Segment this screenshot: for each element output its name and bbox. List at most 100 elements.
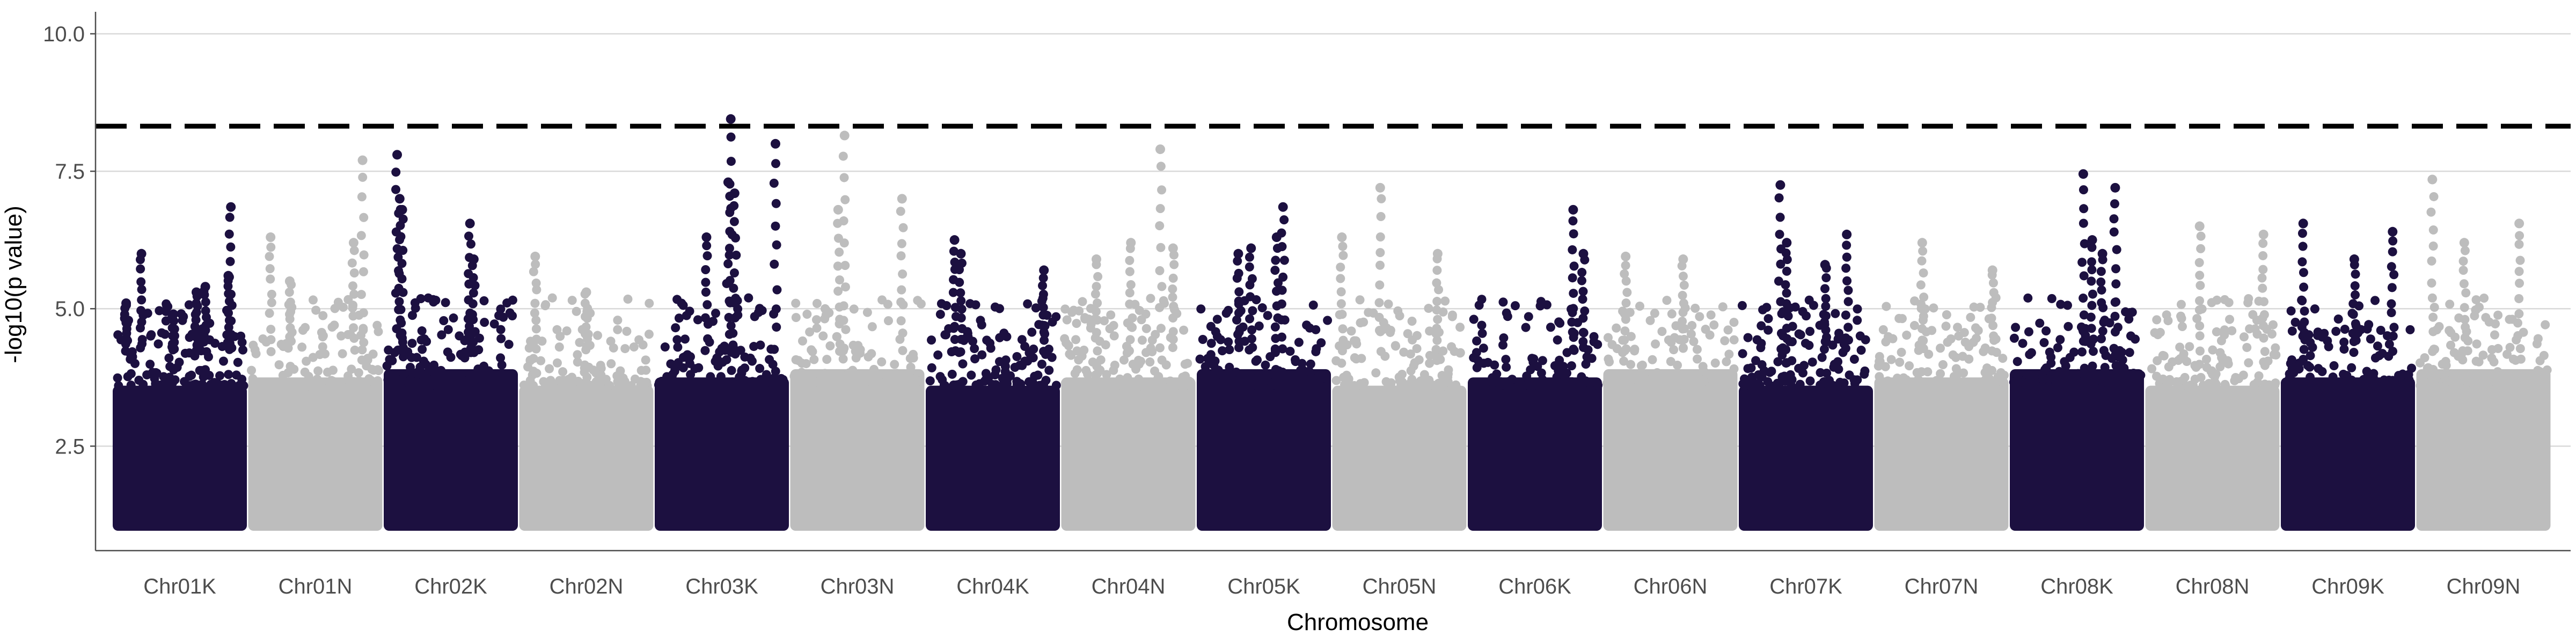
data-point: [1072, 319, 1081, 328]
data-point: [1657, 327, 1667, 336]
data-point: [1988, 278, 1998, 288]
data-point: [629, 342, 639, 352]
data-point: [137, 284, 147, 294]
data-point: [164, 378, 174, 387]
data-point: [1876, 379, 1886, 389]
data-point: [359, 250, 369, 260]
data-point: [1146, 294, 1155, 303]
data-point: [1136, 381, 1145, 391]
data-point: [2297, 296, 2307, 305]
data-point: [1125, 299, 1135, 309]
data-point: [1336, 262, 1345, 272]
data-point: [1238, 379, 1247, 389]
data-point: [1151, 330, 1160, 339]
data-point: [2097, 298, 2106, 308]
data-point: [1553, 335, 1562, 345]
data-point: [1355, 295, 1365, 305]
data-point: [671, 380, 680, 390]
data-point: [755, 364, 765, 374]
data-point: [1002, 332, 1012, 341]
data-point: [927, 363, 936, 372]
data-point: [2259, 321, 2268, 331]
data-point: [1091, 289, 1100, 299]
data-point: [410, 298, 420, 308]
data-point: [717, 343, 727, 353]
data-point: [428, 295, 438, 304]
data-point: [897, 239, 906, 248]
data-point: [1472, 363, 1482, 372]
x-tick-label-Chr04N: Chr04N: [1092, 575, 1166, 598]
data-point: [267, 298, 276, 308]
data-point: [1374, 298, 1384, 308]
data-point: [1128, 323, 1137, 332]
data-point: [1126, 280, 1136, 289]
data-point: [2299, 282, 2309, 292]
peak-point-Chr08K: [2087, 235, 2097, 245]
data-point: [952, 380, 962, 390]
data-point: [397, 259, 407, 268]
data-point: [2248, 310, 2258, 319]
data-point: [1923, 367, 1933, 377]
data-point: [700, 346, 710, 355]
data-point: [1782, 299, 1791, 309]
data-point: [1040, 320, 1049, 330]
data-point: [2079, 218, 2088, 228]
data-point: [1444, 365, 1453, 375]
data-point: [1918, 324, 1927, 334]
data-point: [1093, 298, 1102, 308]
data-point: [1125, 288, 1135, 298]
data-point: [209, 378, 219, 387]
x-tick-label-Chr08K: Chr08K: [2040, 575, 2113, 598]
data-point: [1589, 332, 1599, 341]
data-point: [1673, 361, 1682, 370]
data-point: [2505, 342, 2515, 352]
peak-point-Chr04K: [1039, 265, 1049, 275]
data-point: [835, 247, 844, 257]
data-point: [169, 365, 179, 375]
data-point: [591, 377, 601, 386]
data-point: [1155, 266, 1165, 275]
data-point: [2297, 257, 2307, 267]
data-point: [2111, 297, 2121, 307]
data-point: [1234, 327, 1244, 337]
data-point: [994, 357, 1004, 367]
data-point: [1321, 374, 1331, 383]
data-point: [862, 308, 872, 317]
data-point: [1247, 325, 1257, 335]
data-point: [1679, 298, 1688, 308]
data-point: [825, 341, 835, 350]
data-point: [995, 304, 1005, 313]
data-point: [2080, 239, 2089, 248]
peak-point-Chr01K: [136, 248, 147, 259]
data-point: [1357, 380, 1367, 390]
data-point: [1680, 376, 1690, 386]
data-point: [2514, 294, 2524, 303]
data-point: [2201, 354, 2211, 364]
data-point: [2178, 375, 2188, 385]
data-point: [530, 308, 539, 318]
data-point: [1989, 288, 1999, 297]
data-point: [935, 310, 945, 319]
data-point: [398, 245, 408, 255]
data-point: [2475, 302, 2484, 312]
data-point: [567, 296, 577, 305]
peak-point-Chr06N: [1678, 254, 1688, 265]
data-point: [1709, 320, 1719, 330]
data-point: [2370, 296, 2380, 305]
data-point: [2331, 326, 2341, 336]
data-point: [1038, 281, 1048, 290]
data-point: [2472, 372, 2482, 382]
data-point: [2441, 356, 2450, 366]
data-point: [1407, 317, 1417, 326]
data-point: [136, 264, 145, 274]
data-point: [700, 313, 710, 323]
data-point: [1294, 338, 1304, 347]
data-point: [2351, 319, 2360, 328]
data-point: [397, 274, 407, 284]
data-point: [2493, 310, 2503, 320]
data-point: [496, 378, 506, 388]
data-point: [217, 342, 227, 352]
data-point: [1919, 292, 1929, 302]
peak-point-Chr03N: [839, 130, 850, 141]
peak-point-Chr09K: [2388, 226, 2398, 237]
